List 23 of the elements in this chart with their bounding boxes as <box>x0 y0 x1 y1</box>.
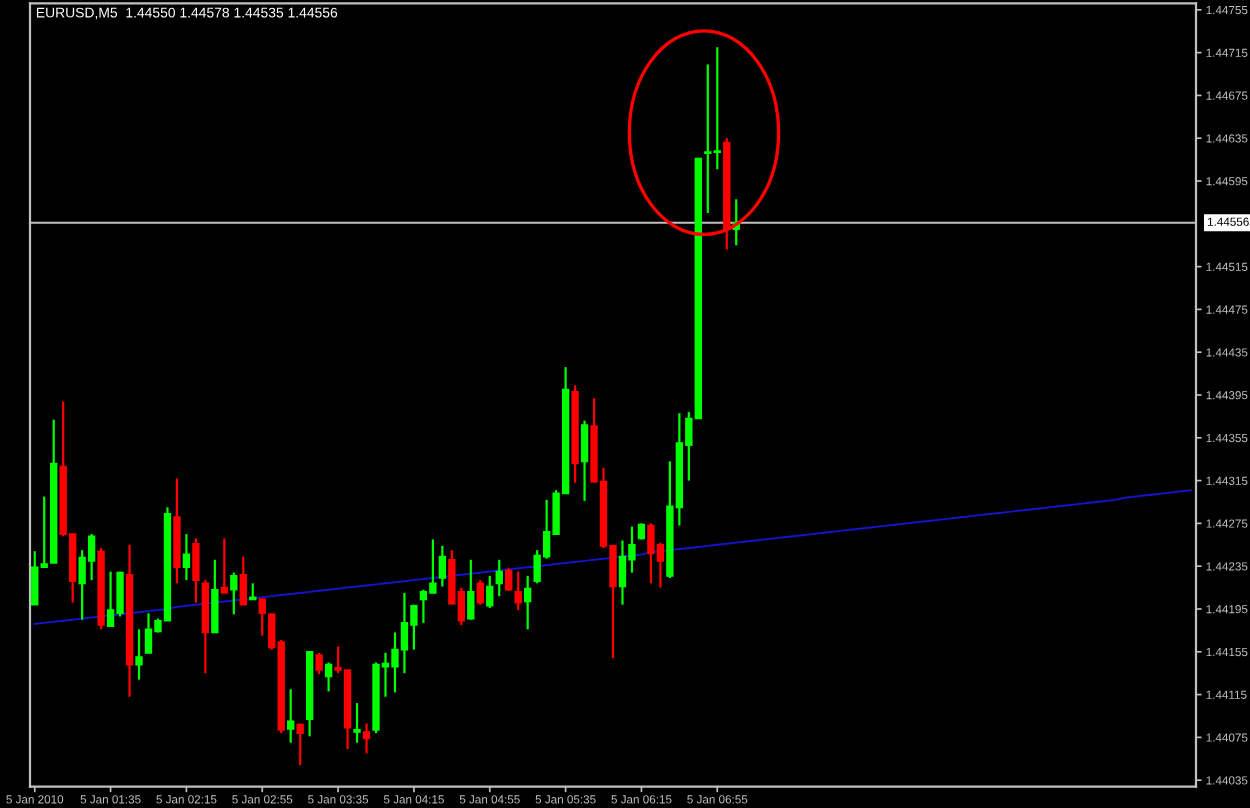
candlestick <box>239 555 247 606</box>
candlestick <box>514 570 522 612</box>
candlestick <box>135 628 143 681</box>
candlestick <box>362 722 371 755</box>
candlestick <box>211 558 219 634</box>
candlestick <box>505 567 513 592</box>
candlestick <box>296 722 304 767</box>
candlestick <box>495 558 503 598</box>
candlestick <box>287 688 295 744</box>
candlestick <box>524 574 532 631</box>
candlestick <box>438 544 447 588</box>
candlestick <box>353 702 361 744</box>
candlestick <box>182 532 191 582</box>
candlestick <box>192 537 200 604</box>
candlestick <box>580 419 589 503</box>
candlestick <box>230 571 238 616</box>
candlestick <box>486 574 494 610</box>
candlestick <box>324 661 333 693</box>
candlestick <box>258 597 266 637</box>
candlestick <box>467 558 475 621</box>
candlestick <box>315 651 323 676</box>
candlestick <box>220 537 229 595</box>
candlestick <box>476 578 484 606</box>
